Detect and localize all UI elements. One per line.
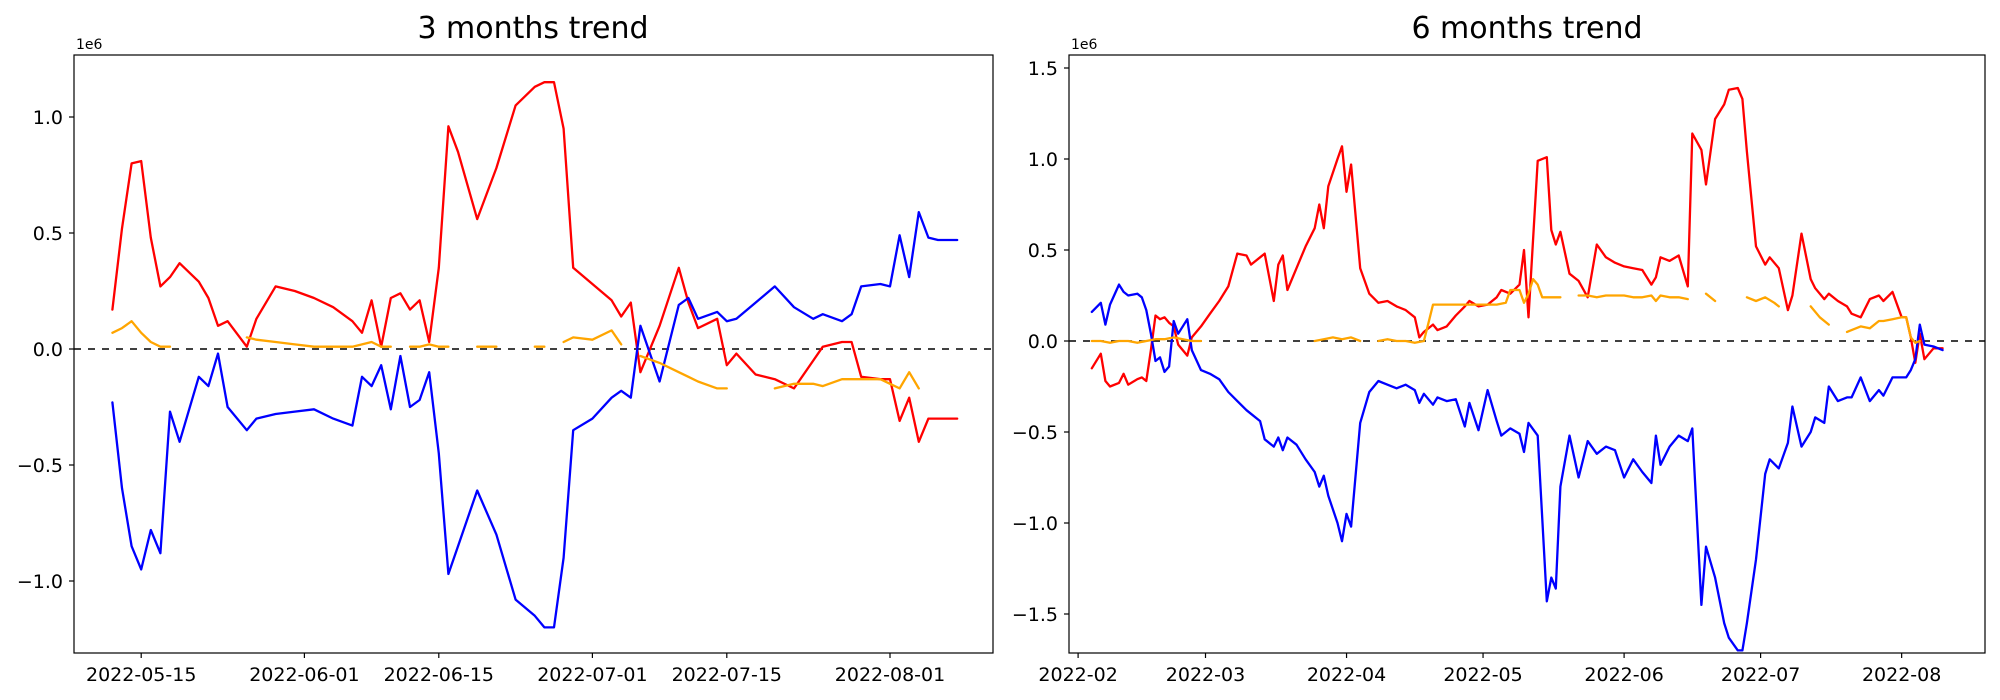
axes-box bbox=[73, 54, 994, 654]
x-tick-label: 2022-06 bbox=[1584, 664, 1663, 686]
series-line-orange-series bbox=[111, 320, 920, 390]
x-tick-label: 2022-07-15 bbox=[672, 664, 782, 686]
series-line-blue-series bbox=[1090, 283, 1944, 652]
x-tick-label: 2022-04 bbox=[1307, 664, 1386, 686]
y-tick-label: −1.0 bbox=[1012, 513, 1058, 535]
series-line-blue-series bbox=[111, 210, 959, 629]
series-line-red-series bbox=[1090, 86, 1944, 388]
y-tick-label: 0.5 bbox=[1028, 240, 1058, 262]
x-tick-label: 2022-05 bbox=[1443, 664, 1522, 686]
series-line-orange-series bbox=[1090, 277, 1921, 344]
x-tick-label: 2022-08 bbox=[1862, 664, 1941, 686]
y-tick-label: −0.5 bbox=[1012, 422, 1058, 444]
chart-6-months-trend: 2022-02 2022-03 2022-04 2022-05 2022-06 2022-… bbox=[1012, 54, 1986, 686]
y-tick-label: −1.0 bbox=[17, 571, 63, 593]
y-tick-label: 0.0 bbox=[33, 339, 63, 361]
x-tick-label: 2022-07 bbox=[1721, 664, 1800, 686]
chart-title-right: 6 months trend bbox=[1411, 11, 1642, 46]
y-tick-label: 0.5 bbox=[33, 223, 63, 245]
y-axis-offset-label-right: 1e6 bbox=[1071, 37, 1098, 53]
y-tick-label: 1.0 bbox=[33, 107, 63, 129]
x-tick-label: 2022-02 bbox=[1038, 664, 1117, 686]
y-tick-label: −1.5 bbox=[1012, 604, 1058, 626]
chart-3-months-trend: 2022-05-15 2022-06-01 2022-06-15 2022-07-01… bbox=[17, 54, 994, 686]
x-tick-label: 2022-03 bbox=[1166, 664, 1245, 686]
x-tick-label: 2022-08-01 bbox=[835, 664, 945, 686]
chart-title-left: 3 months trend bbox=[417, 11, 648, 46]
x-tick-label: 2022-07-01 bbox=[537, 664, 647, 686]
y-tick-label: 0.0 bbox=[1028, 331, 1058, 353]
x-tick-label: 2022-06-01 bbox=[249, 664, 359, 686]
series-line-red-series bbox=[111, 81, 959, 443]
x-tick-label: 2022-05-15 bbox=[86, 664, 196, 686]
y-axis-offset-label-left: 1e6 bbox=[76, 37, 103, 53]
y-tick-label: −0.5 bbox=[17, 455, 63, 477]
x-tick-label: 2022-06-15 bbox=[384, 664, 494, 686]
y-tick-label: 1.0 bbox=[1028, 149, 1058, 171]
axes-box bbox=[1068, 54, 1986, 654]
y-tick-label: 1.5 bbox=[1028, 58, 1058, 80]
